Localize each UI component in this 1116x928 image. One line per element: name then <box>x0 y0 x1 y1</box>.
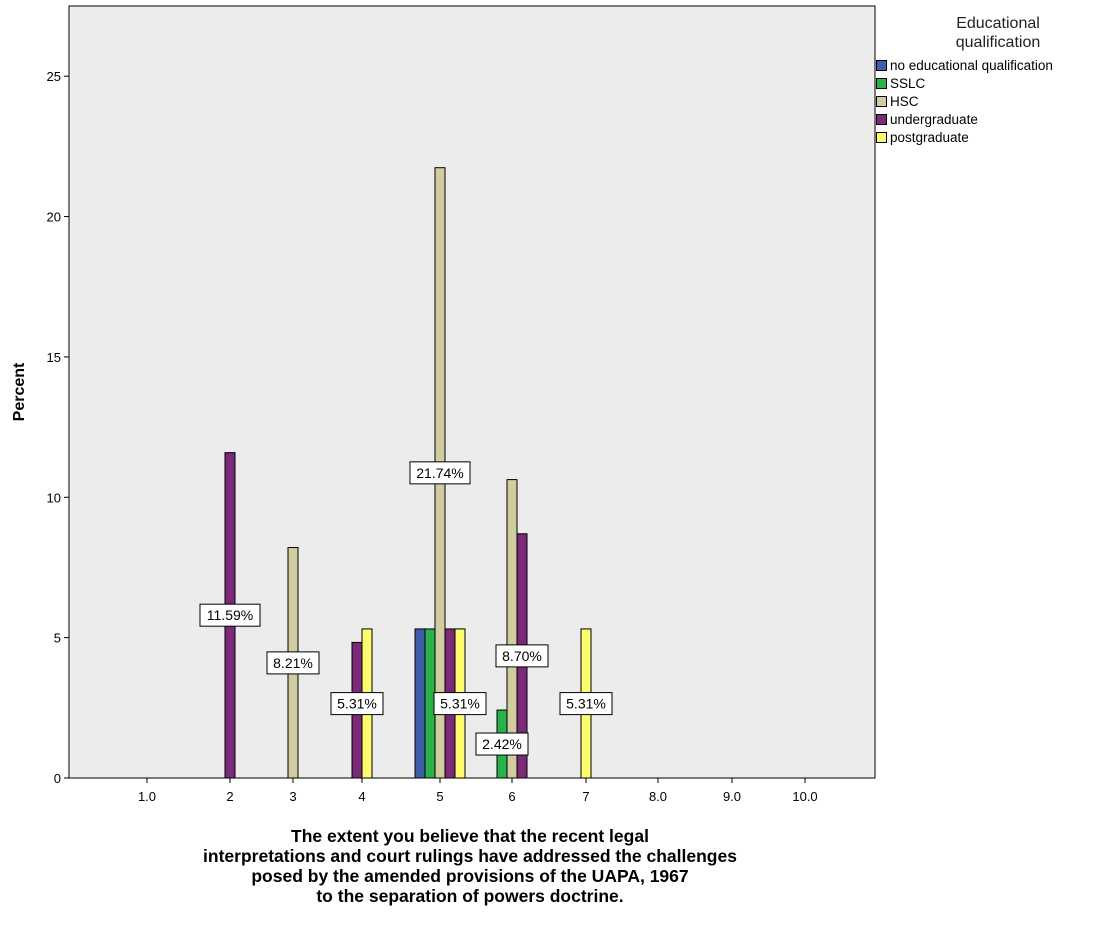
legend-title: Educational qualification <box>876 14 1112 52</box>
legend-list: no educational qualification SSLC HSC un… <box>876 56 1112 146</box>
data-label: 2.42% <box>482 736 522 752</box>
data-label-box <box>475 732 529 756</box>
x-tick-label: 6 <box>508 789 515 804</box>
legend-item: undergraduate <box>876 110 1112 128</box>
x-tick-label: 10.0 <box>792 789 817 804</box>
x-axis-title-line: interpretations and court rulings have a… <box>203 846 737 866</box>
legend: Educational qualification no educational… <box>876 14 1112 146</box>
bar <box>414 628 426 779</box>
data-label: 5.31% <box>337 696 377 712</box>
data-label-box <box>559 692 613 716</box>
data-label: 11.59% <box>207 607 253 623</box>
legend-label: SSLC <box>890 75 926 91</box>
data-label-box <box>199 603 261 627</box>
legend-swatch <box>876 77 887 89</box>
y-tick-label: 5 <box>54 631 61 646</box>
data-label-box <box>266 651 320 675</box>
legend-item: HSC <box>876 92 1112 110</box>
x-tick-label: 2 <box>226 789 233 804</box>
x-tick-label: 9.0 <box>723 789 741 804</box>
data-label: 8.21% <box>273 655 313 671</box>
y-axis-title: Percent <box>11 362 28 421</box>
data-label-box <box>409 461 471 485</box>
plot-area <box>68 5 876 779</box>
x-tick-label: 3 <box>289 789 296 804</box>
legend-swatch <box>876 113 887 125</box>
y-tick-label: 15 <box>47 350 61 365</box>
y-tick-label: 10 <box>47 490 61 505</box>
x-axis-title-line: posed by the amended provisions of the U… <box>251 866 688 886</box>
x-tick-label: 5 <box>436 789 443 804</box>
x-tick-label: 8.0 <box>649 789 667 804</box>
legend-item: no educational qualification <box>876 56 1112 74</box>
legend-item: postgraduate <box>876 128 1112 146</box>
data-label-box <box>495 644 549 668</box>
legend-item: SSLC <box>876 74 1112 92</box>
legend-swatch <box>876 59 887 71</box>
data-label-box <box>330 692 384 716</box>
y-tick-label: 25 <box>47 69 61 84</box>
data-label: 5.31% <box>566 696 606 712</box>
y-tick-label: 20 <box>47 210 61 225</box>
x-tick-label: 7 <box>582 789 589 804</box>
x-axis-title-line: The extent you believe that the recent l… <box>291 826 649 846</box>
y-tick-label: 0 <box>54 771 61 786</box>
data-label-box <box>433 692 487 716</box>
legend-label: HSC <box>890 93 919 109</box>
legend-label: no educational qualification <box>890 57 1053 73</box>
legend-swatch <box>876 95 887 107</box>
legend-title-line: Educational <box>956 15 1040 32</box>
data-label: 5.31% <box>440 696 480 712</box>
legend-swatch <box>876 131 887 143</box>
legend-label: undergraduate <box>890 111 978 127</box>
x-tick-label: 1.0 <box>138 789 156 804</box>
legend-title-line: qualification <box>955 34 1041 51</box>
data-label: 21.74% <box>416 465 463 481</box>
x-tick-label: 4 <box>358 789 365 804</box>
legend-label: postgraduate <box>890 129 969 145</box>
x-axis-title-line: to the separation of powers doctrine. <box>316 886 623 906</box>
data-label: 8.70% <box>502 648 542 664</box>
